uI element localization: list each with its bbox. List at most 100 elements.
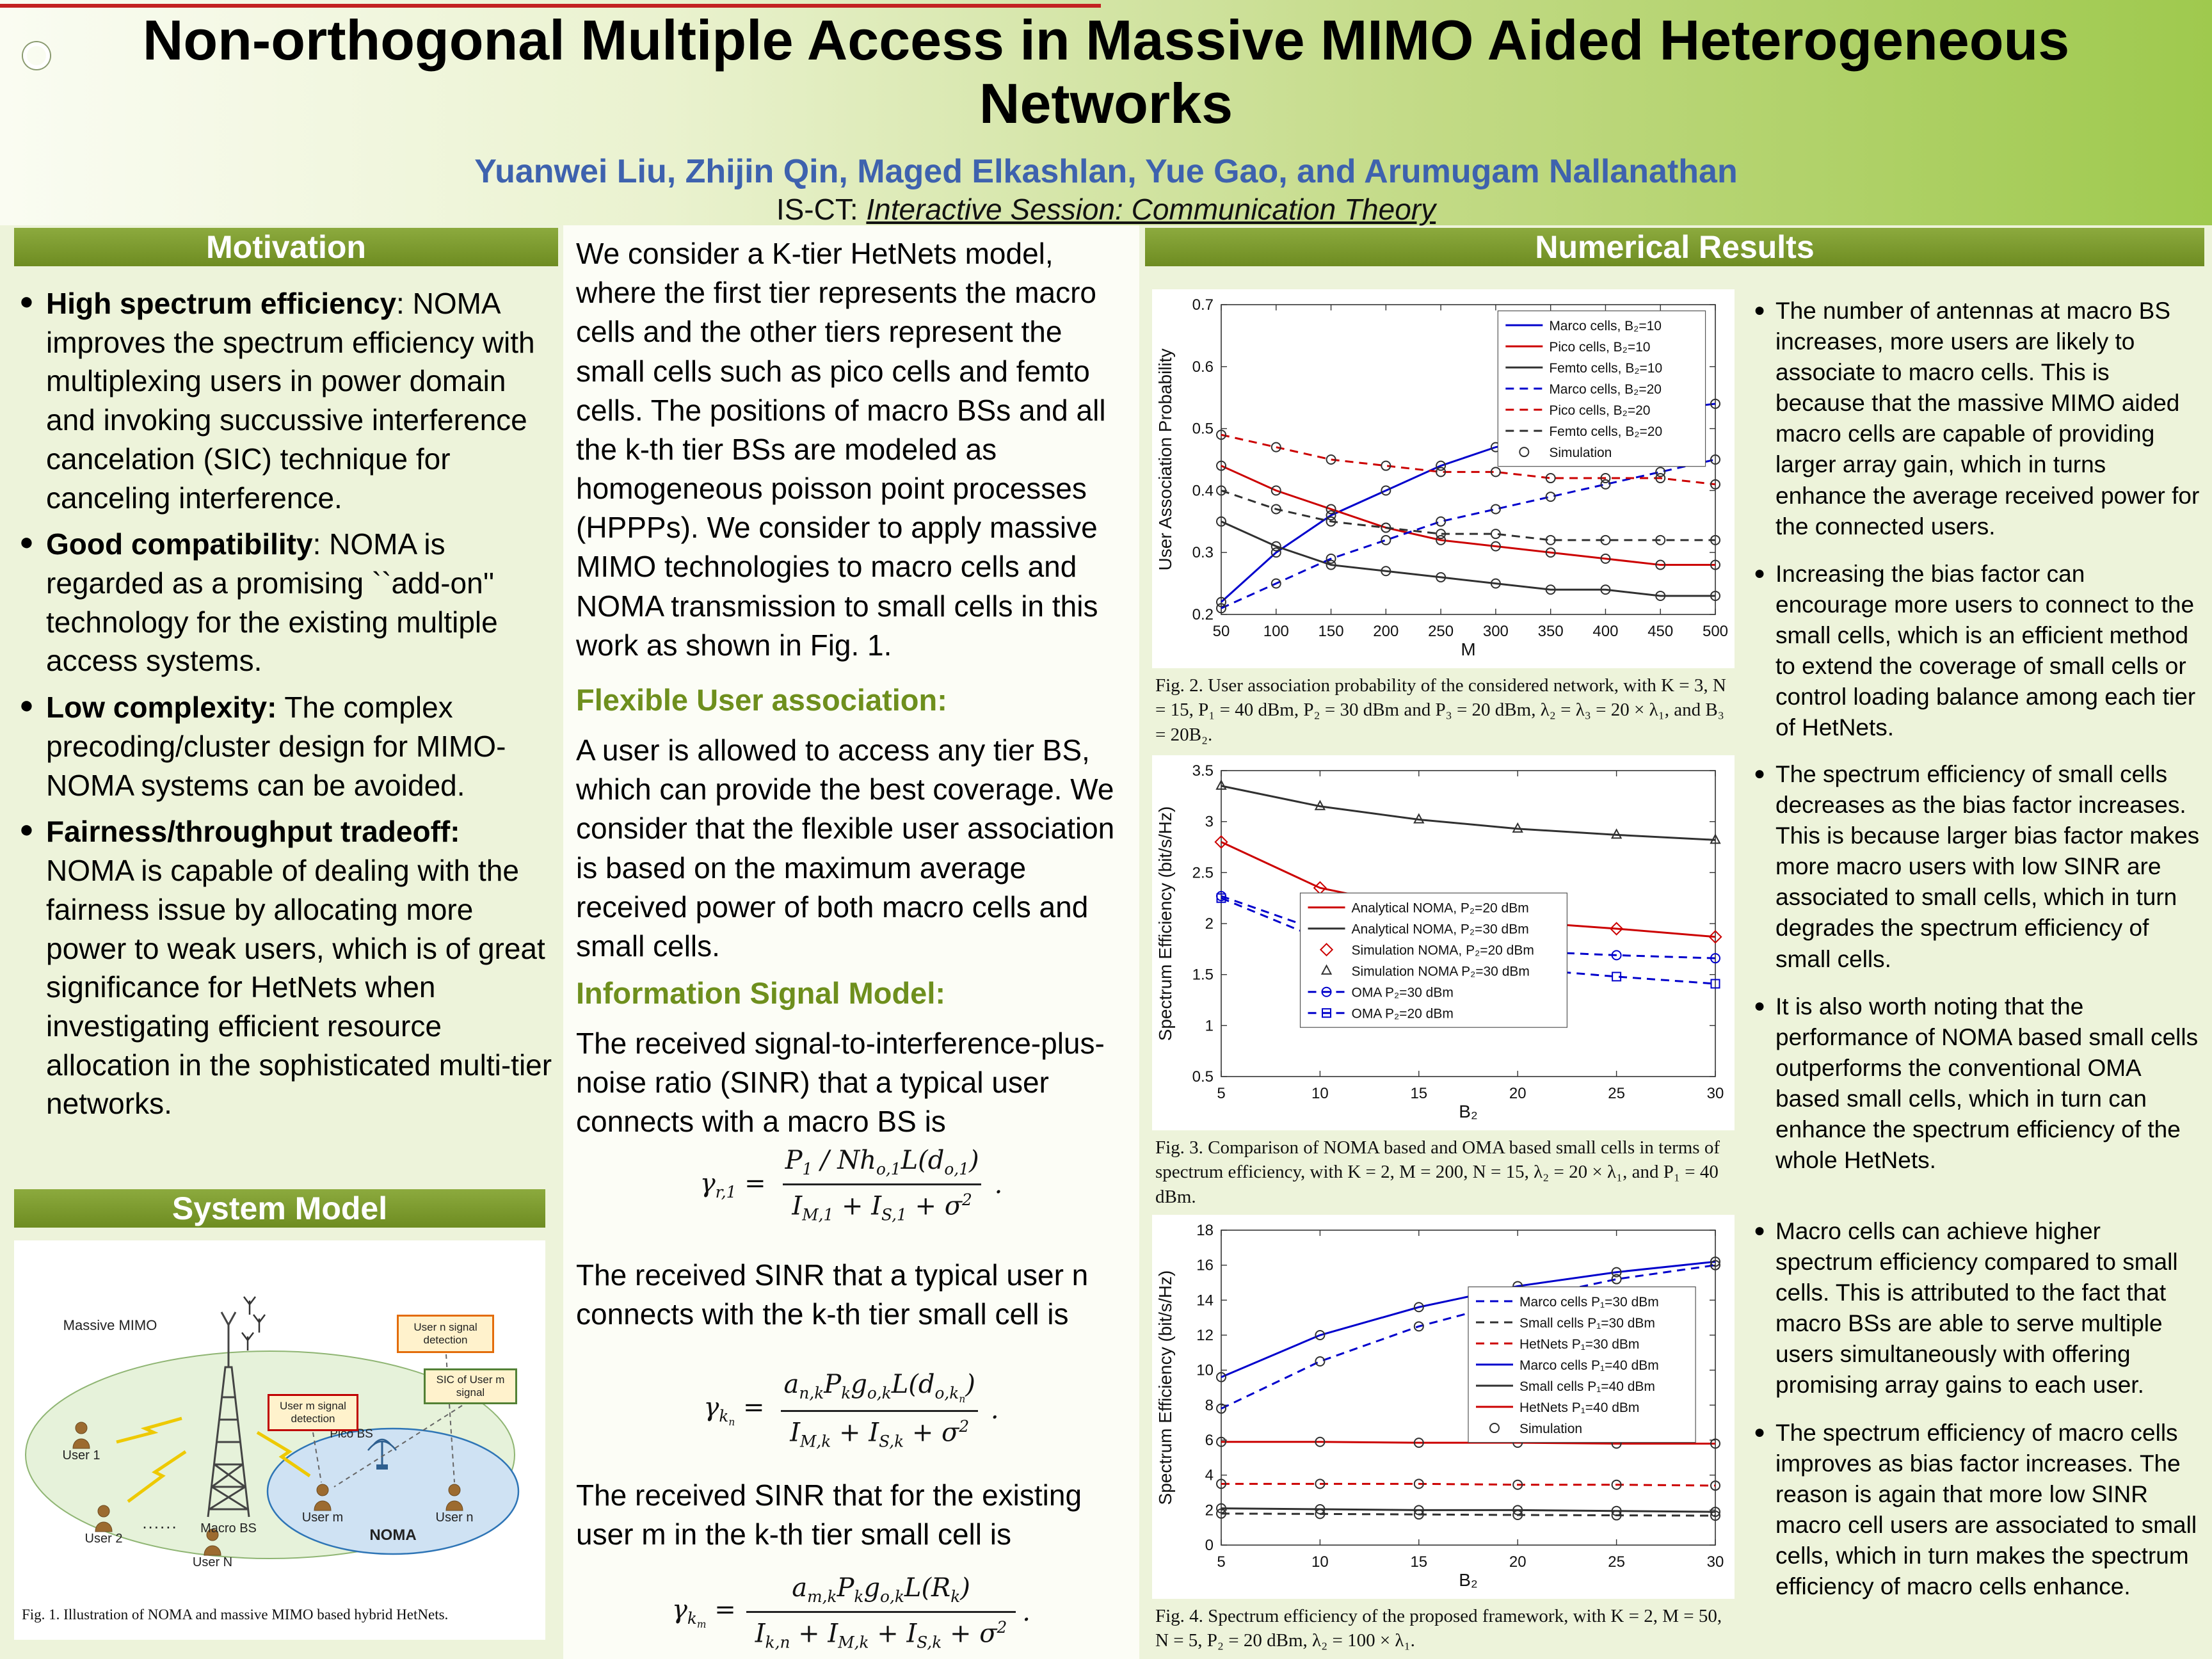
circle-logo bbox=[23, 42, 50, 69]
fig1-label-user2: User 2 bbox=[85, 1532, 123, 1546]
motivation-item-text: The complex precoding/cluster design for… bbox=[46, 691, 506, 802]
equation-denominator: IM,k + IS,k + σ2 bbox=[781, 1409, 979, 1450]
flexible-user-association-text: A user is allowed to access any tier BS,… bbox=[576, 733, 1115, 963]
sinr-small-n-text: The received SINR that a typical user n … bbox=[576, 1258, 1089, 1331]
fig1-label-user-n: User n bbox=[436, 1511, 474, 1525]
svg-text:1: 1 bbox=[1205, 1017, 1214, 1034]
svg-text:Simulation NOMA, P₂=20 dBm: Simulation NOMA, P₂=20 dBm bbox=[1352, 943, 1534, 958]
svg-text:450: 450 bbox=[1647, 623, 1673, 640]
svg-text:0.7: 0.7 bbox=[1192, 296, 1214, 314]
fig2-observations: The number of antennas at macro BS incre… bbox=[1754, 296, 2203, 760]
svg-text:1.5: 1.5 bbox=[1192, 966, 1214, 984]
fig2-user-association-chart: 50 100 150 200 250 300 350 400 450 500 0.2 0.3 0.4 0.… bbox=[1152, 289, 1735, 668]
observation-item: Increasing the bias factor can encourage… bbox=[1754, 559, 2203, 744]
observation-item: The number of antennas at macro BS incre… bbox=[1754, 296, 2203, 542]
svg-text:Marco cells P₁=30 dBm: Marco cells P₁=30 dBm bbox=[1519, 1295, 1659, 1310]
information-signal-model-heading: Information Signal Model: bbox=[576, 976, 946, 1010]
svg-text:0.4: 0.4 bbox=[1192, 482, 1214, 499]
svg-text:Marco cells, B₂=10: Marco cells, B₂=10 bbox=[1549, 319, 1662, 333]
svg-text:15: 15 bbox=[1410, 1085, 1427, 1102]
svg-text:400: 400 bbox=[1592, 623, 1618, 640]
observation-item: The spectrum efficiency of small cells d… bbox=[1754, 759, 2203, 975]
motivation-item-text: NOMA is capable of dealing with the fair… bbox=[46, 854, 552, 1121]
sinr-small-m-text: The received SINR that for the existing … bbox=[576, 1479, 1082, 1551]
noma-cell-ellipse bbox=[266, 1427, 520, 1555]
svg-text:10: 10 bbox=[1196, 1362, 1214, 1379]
equation-lhs: γr,1 = bbox=[700, 1168, 766, 1201]
svg-text:200: 200 bbox=[1373, 623, 1399, 640]
svg-text:0: 0 bbox=[1205, 1537, 1214, 1554]
svg-text:4: 4 bbox=[1205, 1467, 1214, 1484]
motivation-item-text: : NOMA improves the spectrum efficiency … bbox=[46, 287, 535, 515]
observation-item: The spectrum efficiency of macro cells i… bbox=[1754, 1418, 2203, 1603]
flexible-user-association-heading: Flexible User association: bbox=[576, 683, 947, 717]
svg-text:10: 10 bbox=[1311, 1085, 1329, 1102]
svg-text:Analytical NOMA, P₂=20 dBm: Analytical NOMA, P₂=20 dBm bbox=[1352, 901, 1529, 916]
equation-fraction: an,kPkgo,kL(do,kn) IM,k + IS,k + σ2 bbox=[775, 1370, 984, 1450]
equation-tail: . bbox=[990, 1395, 999, 1425]
fig1-label-user1: User 1 bbox=[63, 1448, 100, 1463]
figure-1-caption: Fig. 1. Illustration of NOMA and massive… bbox=[22, 1607, 449, 1623]
fig1-label-noma: NOMA bbox=[369, 1527, 416, 1544]
svg-text:25: 25 bbox=[1608, 1085, 1625, 1102]
motivation-list: High spectrum efficiency: NOMA improves … bbox=[19, 284, 554, 1131]
user-1-icon bbox=[72, 1422, 90, 1449]
svg-text:0.6: 0.6 bbox=[1192, 358, 1214, 376]
svg-text:Small cells P₁=40 dBm: Small cells P₁=40 dBm bbox=[1519, 1379, 1655, 1394]
svg-text:6: 6 bbox=[1205, 1432, 1214, 1449]
svg-text:2.5: 2.5 bbox=[1192, 864, 1214, 881]
svg-text:250: 250 bbox=[1428, 623, 1454, 640]
figure-4-caption: Fig. 4. Spectrum efficiency of the propo… bbox=[1155, 1606, 1722, 1651]
svg-text:Small cells P₁=30 dBm: Small cells P₁=30 dBm bbox=[1519, 1316, 1655, 1331]
svg-text:30: 30 bbox=[1707, 1085, 1724, 1102]
svg-text:Marco cells P₁=40 dBm: Marco cells P₁=40 dBm bbox=[1519, 1358, 1659, 1373]
equation-sinr-small-m: γkm = am,kPkgo,kL(Rk) Ik,n + IM,k + IS,k… bbox=[576, 1573, 1126, 1651]
header-banner: Non-orthogonal Multiple Access in Massiv… bbox=[0, 0, 2212, 226]
svg-text:20: 20 bbox=[1509, 1085, 1527, 1102]
fig1-label-macro-bs: Macro BS bbox=[200, 1521, 257, 1535]
svg-text:2: 2 bbox=[1205, 915, 1214, 933]
svg-text:User Association Probability: User Association Probability bbox=[1155, 348, 1175, 570]
fig4-spectrum-efficiency-chart: 5 10 15 20 25 30 0 2 4 6 8 10 12 14 16 18 B₂ Spectrum Eff… bbox=[1152, 1215, 1735, 1599]
fig1-label-massive-mimo: Massive MIMO bbox=[63, 1317, 157, 1333]
svg-text:500: 500 bbox=[1703, 623, 1728, 640]
user-m-icon bbox=[314, 1484, 332, 1511]
svg-text:0.3: 0.3 bbox=[1192, 544, 1214, 561]
svg-text:0.5: 0.5 bbox=[1192, 421, 1214, 438]
equation-denominator: IM,1 + IS,1 + σ2 bbox=[783, 1183, 981, 1224]
svg-text:Analytical NOMA, P₂=30 dBm: Analytical NOMA, P₂=30 dBm bbox=[1352, 922, 1529, 937]
motivation-item: High spectrum efficiency: NOMA improves … bbox=[19, 284, 554, 517]
macro-bs-tower-icon bbox=[207, 1311, 250, 1518]
poster-title: Non-orthogonal Multiple Access in Massiv… bbox=[142, 8, 2070, 135]
svg-text:Marco cells, B₂=20: Marco cells, B₂=20 bbox=[1549, 382, 1662, 397]
svg-text:Spectrum Efficiency (bit/s/Hz): Spectrum Efficiency (bit/s/Hz) bbox=[1155, 1270, 1175, 1505]
observation-item: It is also worth noting that the perform… bbox=[1754, 991, 2203, 1176]
svg-text:B₂: B₂ bbox=[1459, 1102, 1478, 1121]
svg-text:50: 50 bbox=[1213, 623, 1230, 640]
fig1-box-user-n-signal-detection: User n signal detection bbox=[397, 1315, 494, 1353]
svg-text:150: 150 bbox=[1318, 623, 1344, 640]
svg-text:16: 16 bbox=[1196, 1257, 1214, 1274]
svg-text:M: M bbox=[1461, 639, 1475, 659]
section-header-numerical-results: Numerical Results bbox=[1145, 228, 2204, 266]
svg-text:5: 5 bbox=[1217, 1085, 1225, 1102]
pico-bs-icon bbox=[367, 1438, 397, 1470]
svg-text:350: 350 bbox=[1538, 623, 1564, 640]
top-red-line bbox=[0, 4, 1101, 8]
equation-lhs: γkn = bbox=[703, 1392, 765, 1428]
svg-text:3.5: 3.5 bbox=[1192, 762, 1214, 780]
svg-text:HetNets P₁=40 dBm: HetNets P₁=40 dBm bbox=[1519, 1400, 1639, 1415]
figure-2-caption: Fig. 2. User association probability of … bbox=[1155, 675, 1726, 745]
svg-text:2: 2 bbox=[1205, 1502, 1214, 1519]
section-header-motivation: Motivation bbox=[14, 228, 558, 266]
svg-text:12: 12 bbox=[1196, 1327, 1214, 1344]
equation-fraction: am,kPkgo,kL(Rk) Ik,n + IM,k + IS,k + σ2 bbox=[746, 1573, 1016, 1651]
fig1-label-userN: User N bbox=[193, 1555, 232, 1569]
equation-numerator: an,kPkgo,kL(do,kn) bbox=[783, 1370, 975, 1405]
svg-text:10: 10 bbox=[1311, 1553, 1329, 1571]
svg-text:14: 14 bbox=[1196, 1292, 1214, 1309]
svg-text:Simulation: Simulation bbox=[1519, 1422, 1582, 1436]
fig4-observations: Macro cells can achieve higher spectrum … bbox=[1754, 1216, 2203, 1619]
motivation-item-lead: Good compatibility bbox=[46, 527, 313, 561]
svg-text:Simulation: Simulation bbox=[1549, 445, 1612, 460]
